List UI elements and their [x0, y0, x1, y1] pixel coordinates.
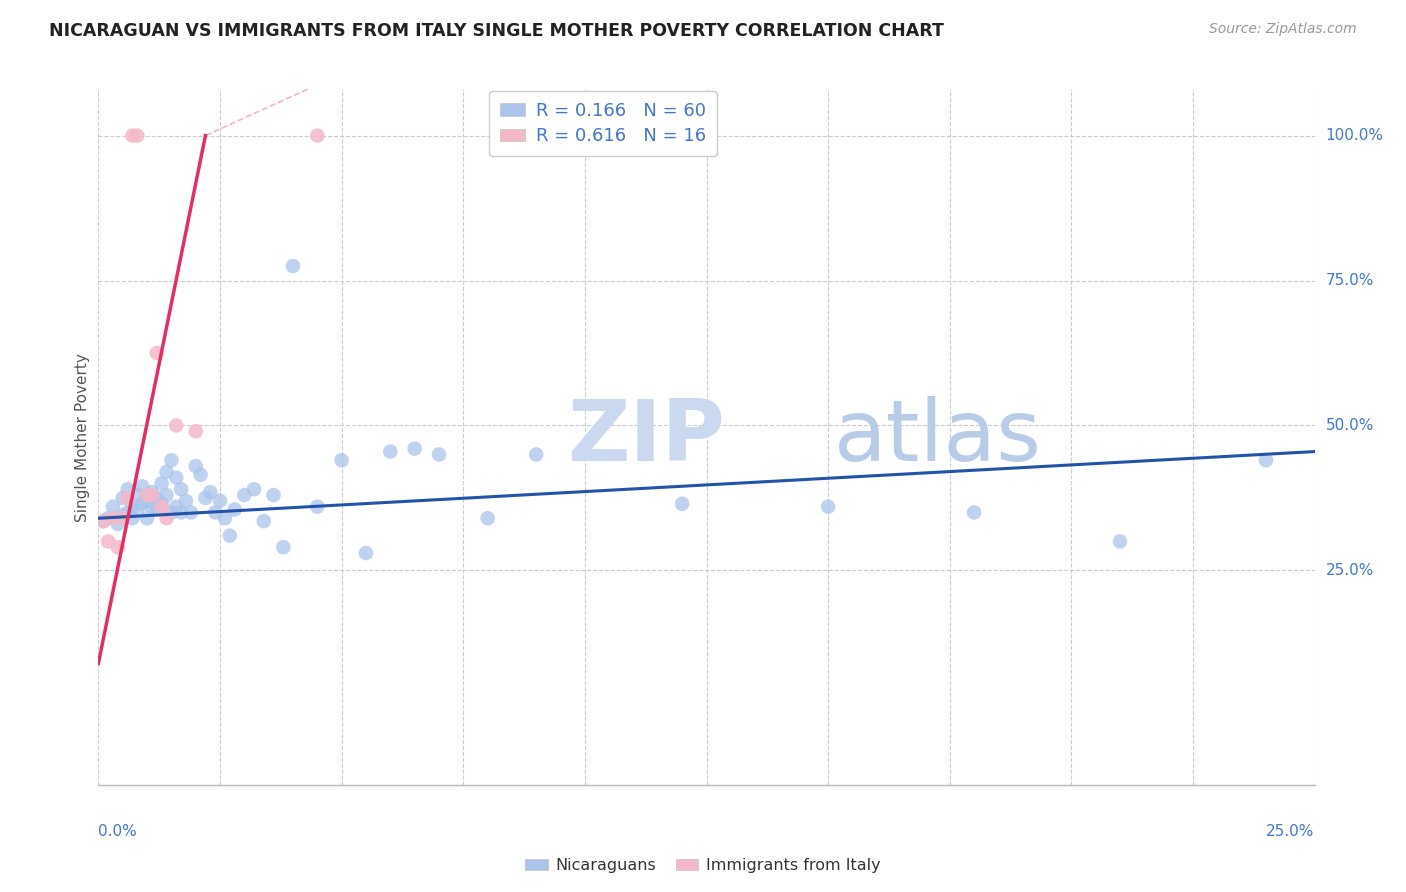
Point: [218, 528, 240, 542]
Point: [155, 511, 177, 525]
Point: [354, 546, 377, 560]
Point: [1254, 453, 1277, 467]
Point: [127, 128, 149, 143]
Point: [165, 418, 187, 433]
Point: [307, 500, 329, 514]
Point: [101, 500, 124, 514]
Point: [263, 488, 285, 502]
Point: [150, 500, 173, 514]
Point: [91, 514, 114, 528]
Point: [184, 458, 207, 473]
Legend: R = 0.166   N = 60, R = 0.616   N = 16: R = 0.166 N = 60, R = 0.616 N = 16: [489, 91, 717, 156]
Point: [427, 448, 450, 462]
Legend: Nicaraguans, Immigrants from Italy: Nicaraguans, Immigrants from Italy: [519, 852, 887, 880]
Point: [136, 494, 159, 508]
Point: [477, 511, 499, 525]
Point: [111, 508, 134, 523]
Point: [243, 482, 266, 496]
Text: Source: ZipAtlas.com: Source: ZipAtlas.com: [1209, 22, 1357, 37]
Point: [307, 128, 329, 143]
Text: ZIP: ZIP: [567, 395, 724, 479]
Text: 0.0%: 0.0%: [98, 824, 138, 838]
Point: [817, 500, 839, 514]
Point: [117, 505, 139, 519]
Text: 75.0%: 75.0%: [1326, 273, 1374, 288]
Point: [141, 485, 163, 500]
Point: [160, 453, 183, 467]
Point: [170, 482, 193, 496]
Point: [146, 346, 169, 360]
Point: [184, 425, 207, 439]
Point: [97, 511, 120, 525]
Text: 50.0%: 50.0%: [1326, 418, 1374, 433]
Point: [101, 511, 124, 525]
Point: [271, 541, 294, 555]
Y-axis label: Single Mother Poverty: Single Mother Poverty: [75, 352, 90, 522]
Point: [121, 500, 143, 514]
Point: [194, 491, 217, 505]
Point: [380, 444, 402, 458]
Point: [117, 491, 139, 505]
Point: [180, 505, 202, 519]
Point: [146, 491, 169, 505]
Point: [209, 494, 232, 508]
Text: 25.0%: 25.0%: [1267, 824, 1315, 838]
Point: [97, 534, 120, 549]
Point: [404, 442, 426, 456]
Point: [131, 479, 153, 493]
Point: [671, 497, 693, 511]
Point: [127, 488, 149, 502]
Point: [190, 467, 212, 482]
Point: [200, 485, 222, 500]
Text: 100.0%: 100.0%: [1326, 128, 1384, 143]
Text: NICARAGUAN VS IMMIGRANTS FROM ITALY SINGLE MOTHER POVERTY CORRELATION CHART: NICARAGUAN VS IMMIGRANTS FROM ITALY SING…: [49, 22, 943, 40]
Point: [136, 488, 159, 502]
Point: [204, 505, 226, 519]
Point: [107, 516, 129, 531]
Point: [170, 505, 193, 519]
Point: [214, 511, 236, 525]
Point: [253, 514, 276, 528]
Point: [146, 502, 169, 516]
Point: [1109, 534, 1132, 549]
Point: [281, 259, 304, 273]
Point: [121, 128, 143, 143]
Point: [165, 500, 187, 514]
Point: [117, 482, 139, 496]
Point: [141, 488, 163, 502]
Point: [127, 502, 149, 516]
Point: [107, 541, 129, 555]
Text: 25.0%: 25.0%: [1326, 563, 1374, 578]
Point: [330, 453, 353, 467]
Point: [165, 471, 187, 485]
Point: [524, 448, 547, 462]
Point: [121, 511, 143, 525]
Point: [111, 491, 134, 505]
Point: [91, 514, 114, 528]
Point: [111, 511, 134, 525]
Point: [141, 500, 163, 514]
Point: [224, 502, 246, 516]
Point: [136, 511, 159, 525]
Point: [131, 497, 153, 511]
Point: [155, 488, 177, 502]
Point: [233, 488, 256, 502]
Text: atlas: atlas: [834, 395, 1042, 479]
Point: [155, 465, 177, 479]
Point: [150, 497, 173, 511]
Point: [963, 505, 986, 519]
Point: [150, 476, 173, 491]
Point: [160, 505, 183, 519]
Point: [174, 494, 197, 508]
